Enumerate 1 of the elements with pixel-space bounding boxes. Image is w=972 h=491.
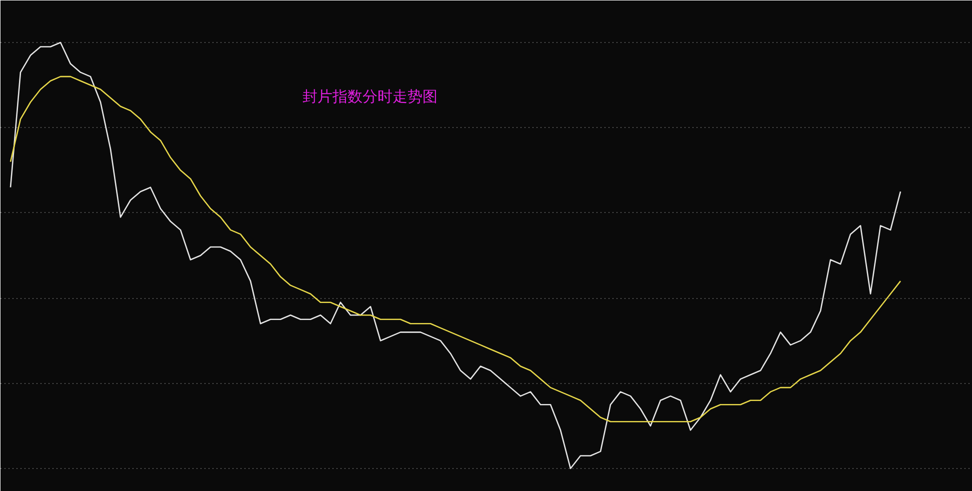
text: 封片指数分时走势图 bbox=[302, 88, 438, 106]
